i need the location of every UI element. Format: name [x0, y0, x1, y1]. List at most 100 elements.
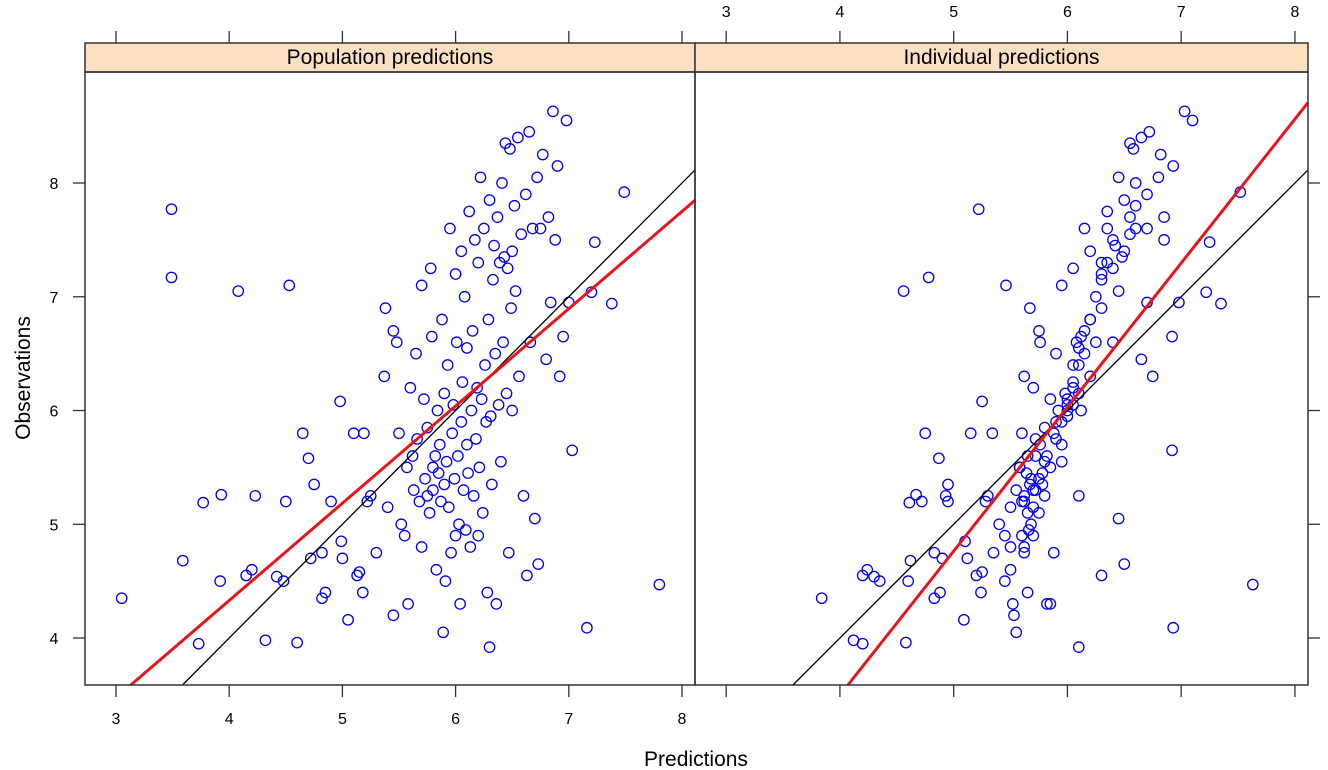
- data-point: [902, 575, 915, 587]
- data-point: [1038, 489, 1051, 502]
- x-tick-label-top: 8: [1290, 4, 1299, 21]
- data-point: [1027, 501, 1040, 514]
- x-axis-label: Predictions: [644, 748, 748, 770]
- data-point: [449, 268, 462, 280]
- data-point: [353, 566, 366, 578]
- data-point: [334, 395, 346, 408]
- data-point: [1109, 239, 1122, 252]
- data-point: [1246, 578, 1259, 591]
- data-point: [481, 586, 494, 599]
- data-point: [411, 433, 423, 445]
- data-point: [370, 546, 383, 559]
- data-point: [506, 404, 519, 417]
- data-point: [308, 478, 320, 491]
- panel-strip: [84, 42, 696, 73]
- data-point: [458, 290, 471, 303]
- data-point: [471, 381, 483, 394]
- data-point: [509, 285, 522, 297]
- data-point: [342, 613, 354, 626]
- y-tick-label: 5: [50, 517, 59, 534]
- data-point: [986, 427, 999, 440]
- data-point: [489, 347, 502, 360]
- data-point: [437, 626, 449, 639]
- data-point: [972, 203, 985, 216]
- data-point: [1041, 598, 1053, 610]
- data-point: [1033, 472, 1045, 485]
- data-point: [495, 455, 507, 468]
- data-point: [1044, 393, 1057, 405]
- data-point: [999, 575, 1011, 587]
- data-point: [1152, 171, 1165, 184]
- data-point: [427, 461, 439, 474]
- data-point: [928, 546, 941, 559]
- data-point: [438, 478, 451, 491]
- data-point: [283, 279, 296, 292]
- data-point: [1041, 450, 1053, 462]
- data-point: [1178, 105, 1191, 118]
- data-point: [653, 578, 666, 591]
- data-point: [1158, 234, 1170, 246]
- data-point: [484, 410, 497, 423]
- data-point: [1047, 546, 1060, 559]
- data-point: [387, 325, 400, 337]
- data-point: [419, 472, 431, 485]
- data-point: [1095, 256, 1108, 269]
- data-point: [249, 489, 262, 502]
- data-point: [1018, 489, 1031, 502]
- data-point: [976, 566, 988, 578]
- data-point: [500, 387, 513, 400]
- data-point: [436, 313, 448, 326]
- data-point: [1118, 245, 1131, 258]
- data-point: [1010, 626, 1023, 639]
- data-point: [517, 489, 530, 502]
- data-point: [450, 336, 463, 349]
- data-point: [897, 285, 910, 297]
- data-point: [474, 171, 487, 184]
- data-point: [476, 507, 489, 519]
- data-point: [379, 302, 392, 314]
- data-point: [192, 637, 205, 650]
- data-point: [505, 302, 517, 314]
- data-point: [487, 273, 499, 286]
- data-point: [919, 427, 932, 440]
- data-point: [214, 575, 227, 587]
- data-point: [513, 370, 525, 383]
- data-point: [549, 234, 562, 246]
- data-point: [1095, 569, 1108, 582]
- data-point: [459, 524, 472, 536]
- data-point: [566, 444, 579, 457]
- data-point: [479, 359, 491, 371]
- panel-frame: [694, 71, 1309, 686]
- data-point: [1116, 251, 1128, 263]
- data-point: [473, 461, 486, 474]
- data-point: [1067, 376, 1079, 388]
- data-point: [1025, 518, 1037, 531]
- data-point: [448, 472, 461, 485]
- data-point: [435, 495, 447, 508]
- data-point: [232, 285, 245, 297]
- data-point: [1070, 336, 1083, 349]
- data-point: [381, 501, 394, 514]
- data-point: [1067, 359, 1079, 371]
- data-point: [815, 592, 828, 605]
- data-point: [1018, 546, 1031, 559]
- data-point: [401, 461, 413, 474]
- data-point: [304, 552, 317, 565]
- data-point: [506, 245, 519, 258]
- data-point: [356, 586, 369, 599]
- data-point: [461, 438, 473, 451]
- data-point: [442, 501, 455, 514]
- data-point: [488, 239, 500, 252]
- data-point: [1016, 427, 1028, 440]
- data-point: [1036, 478, 1049, 491]
- data-point: [1072, 489, 1085, 502]
- data-point: [364, 489, 377, 502]
- data-point: [1129, 177, 1142, 189]
- data-point: [472, 256, 485, 269]
- data-point: [1129, 199, 1142, 212]
- data-point: [1124, 211, 1136, 223]
- data-point: [1021, 586, 1034, 599]
- data-point: [1016, 495, 1028, 508]
- data-point: [1118, 558, 1131, 570]
- data-point: [358, 427, 370, 440]
